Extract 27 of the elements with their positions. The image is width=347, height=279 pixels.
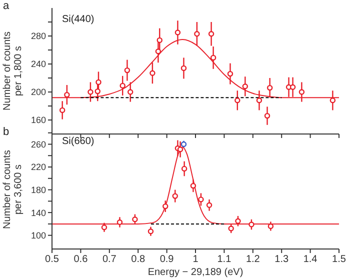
- y-axis-title: Number of counts per 1,800 s: [2, 32, 24, 110]
- y-tick-label: 140: [30, 208, 46, 218]
- x-tick-label: 1.1: [217, 254, 232, 266]
- text: b: [3, 126, 10, 138]
- x-tick-label: 1.2: [246, 254, 260, 266]
- y-axis-title: Number of counts per 3,600 s: [2, 150, 24, 229]
- annotation: Si(660): [62, 136, 94, 147]
- x-tick-label: 0.5: [45, 254, 60, 266]
- y-tick-label: 260: [30, 139, 46, 150]
- y-tick-label: 240: [30, 59, 46, 70]
- y-tick-label: 200: [30, 87, 46, 98]
- x-tick-label: 0.8: [131, 254, 146, 266]
- x-tick-label: 1.3: [274, 254, 289, 266]
- y-tick-label: 180: [30, 184, 46, 195]
- x-tick-label: 0.6: [74, 254, 88, 266]
- x-tick-label: 1: [192, 254, 199, 266]
- x-tick-label: 1.5: [332, 254, 346, 266]
- y-tick-label: 220: [30, 162, 46, 172]
- x-tick-label: 1.4: [303, 254, 318, 266]
- y-tick-label: 160: [30, 115, 46, 126]
- y-tick-label: 100: [30, 230, 46, 241]
- y-tick-label: 280: [30, 31, 46, 42]
- x-tick-label: 0.9: [160, 254, 174, 266]
- annotation: Si(440): [62, 14, 94, 25]
- x-tick-label: 0.7: [102, 254, 117, 266]
- x-axis-title: Energy − 29,189 (eV): [148, 267, 244, 278]
- text: a: [3, 0, 10, 12]
